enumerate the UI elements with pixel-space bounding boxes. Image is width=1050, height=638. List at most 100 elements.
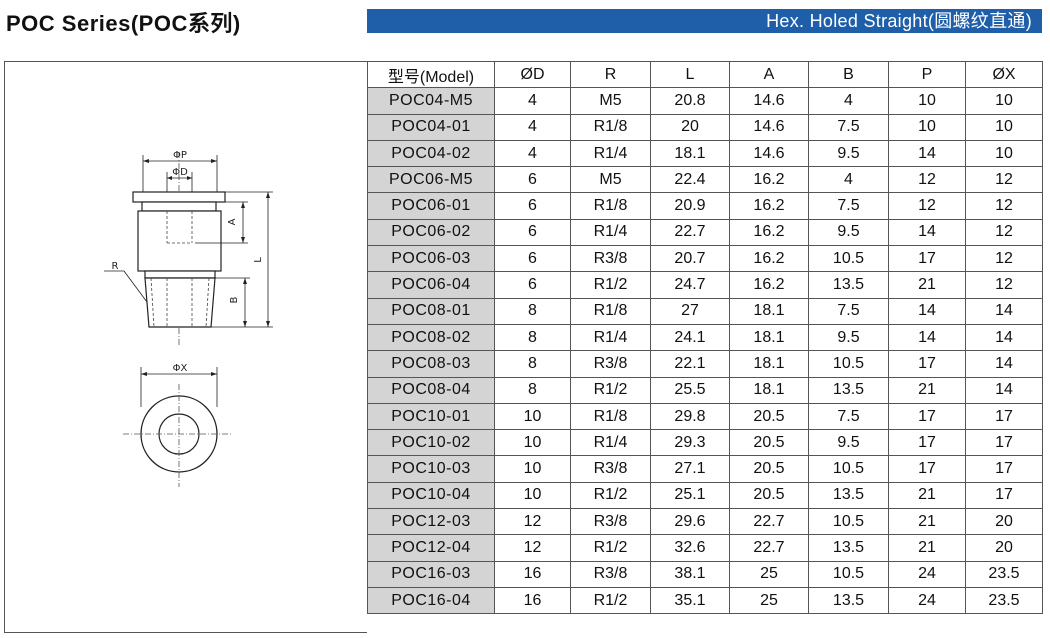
cell-x: 17 xyxy=(965,455,1043,483)
cell-a: 18.1 xyxy=(729,376,809,404)
cell-r: R3/8 xyxy=(570,508,651,536)
cell-r: R3/8 xyxy=(570,560,651,588)
cell-l: 25.5 xyxy=(650,376,730,404)
cell-b: 9.5 xyxy=(808,218,889,247)
header-d: ØD xyxy=(494,60,571,89)
cell-a: 20.5 xyxy=(729,402,809,431)
cell-p: 14 xyxy=(888,218,966,247)
header-a: A xyxy=(729,60,809,89)
cell-r: R1/8 xyxy=(570,297,651,325)
cell-p: 21 xyxy=(888,481,966,510)
cell-b: 4 xyxy=(808,166,889,194)
cell-l: 32.6 xyxy=(650,534,730,562)
cell-l: 29.6 xyxy=(650,508,730,536)
cell-x: 10 xyxy=(965,139,1043,168)
cell-b: 10.5 xyxy=(808,560,889,588)
cell-d: 12 xyxy=(494,534,571,562)
cell-l: 18.1 xyxy=(650,139,730,168)
cell-x: 14 xyxy=(965,323,1043,352)
cell-b: 7.5 xyxy=(808,113,889,141)
table-row: POC08-03 8 R3/8 22.1 18.1 10.5 17 14 xyxy=(367,350,1043,378)
cell-r: R3/8 xyxy=(570,245,651,273)
r-label: R xyxy=(112,261,119,272)
header-b: B xyxy=(808,60,889,89)
cell-model: POC16-04 xyxy=(367,586,495,615)
cell-r: R1/2 xyxy=(570,481,651,510)
cell-b: 4 xyxy=(808,87,889,115)
cell-p: 17 xyxy=(888,245,966,273)
table-row: POC10-01 10 R1/8 29.8 20.5 7.5 17 17 xyxy=(367,402,1043,431)
phi-p-label: ΦP xyxy=(173,150,187,161)
cell-l: 24.1 xyxy=(650,323,730,352)
cell-l: 27 xyxy=(650,297,730,325)
cell-b: 13.5 xyxy=(808,481,889,510)
cell-d: 8 xyxy=(494,323,571,352)
table-row: POC08-01 8 R1/8 27 18.1 7.5 14 14 xyxy=(367,297,1043,325)
table-row: POC06-01 6 R1/8 20.9 16.2 7.5 12 12 xyxy=(367,192,1043,220)
header-l: L xyxy=(650,60,730,89)
cell-x: 23.5 xyxy=(965,586,1043,615)
cell-b: 13.5 xyxy=(808,534,889,562)
b-label: B xyxy=(229,296,240,303)
cell-l: 29.8 xyxy=(650,402,730,431)
cell-l: 20 xyxy=(650,113,730,141)
cell-p: 10 xyxy=(888,113,966,141)
cell-model: POC16-03 xyxy=(367,560,495,588)
cell-d: 10 xyxy=(494,429,571,457)
cell-x: 17 xyxy=(965,402,1043,431)
cell-r: R1/4 xyxy=(570,218,651,247)
cell-d: 4 xyxy=(494,87,571,115)
cell-p: 14 xyxy=(888,323,966,352)
table-row: POC04-M5 4 M5 20.8 14.6 4 10 10 xyxy=(367,87,1043,115)
cell-d: 6 xyxy=(494,192,571,220)
spec-table: 型号(Model) ØD R L A B P ØX POC04-M5 4 M5 20.… xyxy=(367,60,1043,615)
cell-model: POC12-03 xyxy=(367,508,495,536)
table-row: POC08-02 8 R1/4 24.1 18.1 9.5 14 14 xyxy=(367,323,1043,352)
cell-l: 20.7 xyxy=(650,245,730,273)
cell-l: 38.1 xyxy=(650,560,730,588)
cell-x: 14 xyxy=(965,376,1043,404)
cell-a: 22.7 xyxy=(729,534,809,562)
page-title: POC Series(POC系列) xyxy=(6,11,241,36)
cell-d: 8 xyxy=(494,376,571,404)
cell-b: 10.5 xyxy=(808,245,889,273)
cell-r: M5 xyxy=(570,87,651,115)
cell-a: 16.2 xyxy=(729,271,809,299)
cell-p: 24 xyxy=(888,560,966,588)
cell-r: R1/8 xyxy=(570,402,651,431)
cell-b: 9.5 xyxy=(808,139,889,168)
cell-l: 29.3 xyxy=(650,429,730,457)
cell-d: 12 xyxy=(494,508,571,536)
cell-p: 17 xyxy=(888,350,966,378)
table-row: POC06-02 6 R1/4 22.7 16.2 9.5 14 12 xyxy=(367,218,1043,247)
table-row: POC10-02 10 R1/4 29.3 20.5 9.5 17 17 xyxy=(367,429,1043,457)
table-row: POC12-03 12 R3/8 29.6 22.7 10.5 21 20 xyxy=(367,508,1043,536)
table-row: POC06-M5 6 M5 22.4 16.2 4 12 12 xyxy=(367,166,1043,194)
table-body: POC04-M5 4 M5 20.8 14.6 4 10 10 POC04-01 4 R1/8 20 1… xyxy=(367,87,1043,615)
cell-d: 4 xyxy=(494,139,571,168)
cell-p: 12 xyxy=(888,166,966,194)
cell-b: 13.5 xyxy=(808,376,889,404)
cell-l: 20.8 xyxy=(650,87,730,115)
cell-d: 10 xyxy=(494,481,571,510)
cell-l: 27.1 xyxy=(650,455,730,483)
table-row: POC16-03 16 R3/8 38.1 25 10.5 24 23.5 xyxy=(367,560,1043,588)
cell-d: 16 xyxy=(494,560,571,588)
cell-model: POC08-01 xyxy=(367,297,495,325)
cell-b: 7.5 xyxy=(808,297,889,325)
cell-a: 14.6 xyxy=(729,139,809,168)
cell-x: 17 xyxy=(965,429,1043,457)
cell-a: 16.2 xyxy=(729,166,809,194)
cell-p: 21 xyxy=(888,271,966,299)
cell-l: 22.4 xyxy=(650,166,730,194)
cell-model: POC10-01 xyxy=(367,402,495,431)
cell-d: 6 xyxy=(494,166,571,194)
table-row: POC06-04 6 R1/2 24.7 16.2 13.5 21 12 xyxy=(367,271,1043,299)
table-row: POC04-01 4 R1/8 20 14.6 7.5 10 10 xyxy=(367,113,1043,141)
table-row: POC10-04 10 R1/2 25.1 20.5 13.5 21 17 xyxy=(367,481,1043,510)
cell-a: 20.5 xyxy=(729,481,809,510)
cell-model: POC12-04 xyxy=(367,534,495,562)
cell-l: 25.1 xyxy=(650,481,730,510)
cell-b: 10.5 xyxy=(808,455,889,483)
cell-d: 6 xyxy=(494,245,571,273)
